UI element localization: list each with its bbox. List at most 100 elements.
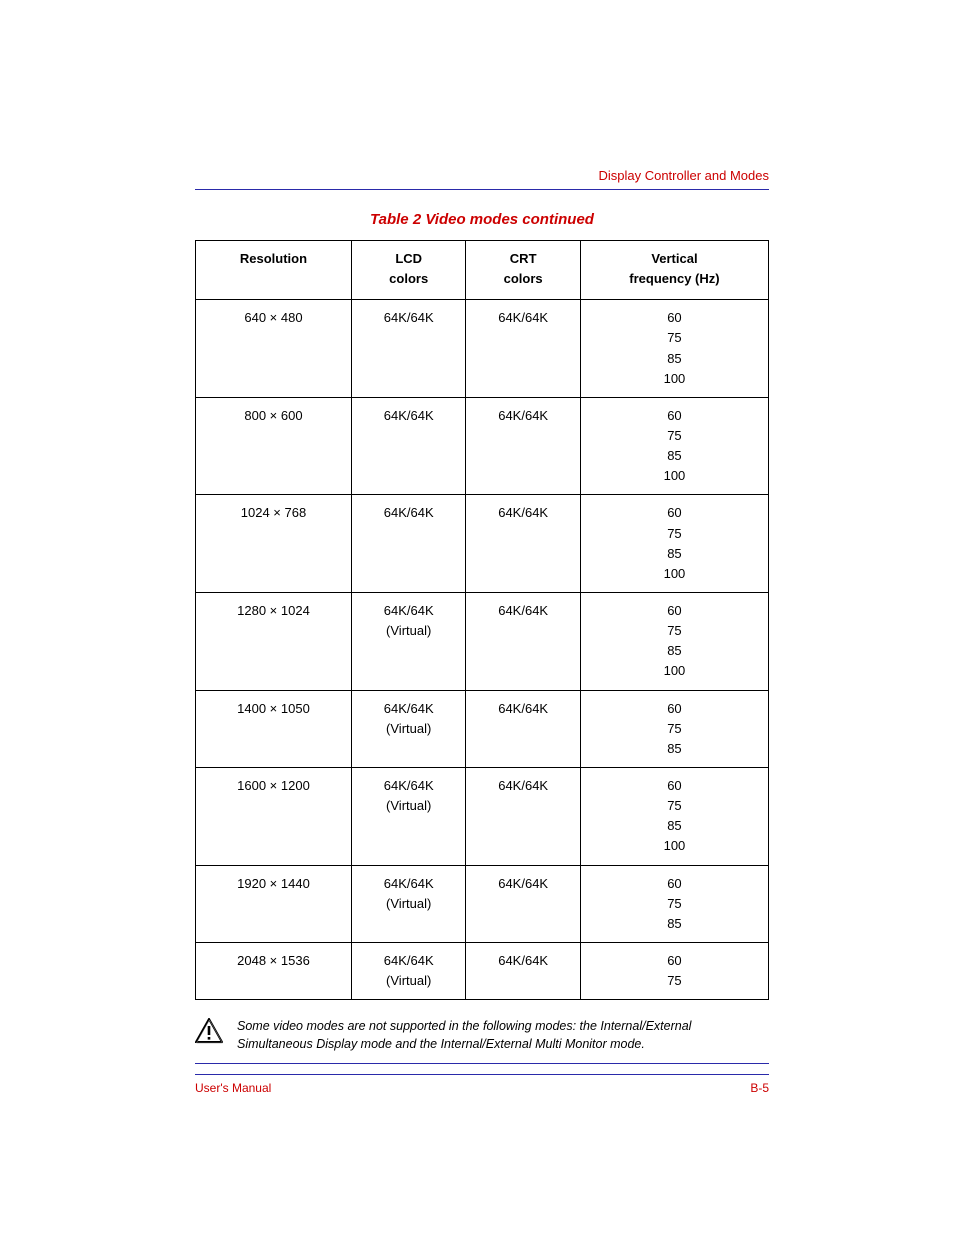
cell-line: 800 × 600 bbox=[202, 406, 345, 426]
cell-line: 85 bbox=[587, 816, 762, 836]
header-cell-line: Resolution bbox=[202, 249, 345, 269]
cell-line: 75 bbox=[587, 796, 762, 816]
cell-line: 64K/64K bbox=[472, 308, 573, 328]
header-rule bbox=[195, 189, 769, 190]
header-cell-line: LCD bbox=[358, 249, 459, 269]
cell-crt: 64K/64K bbox=[466, 690, 580, 767]
cell-line: 75 bbox=[587, 621, 762, 641]
cell-line: 64K/64K bbox=[358, 601, 459, 621]
cell-line: 64K/64K bbox=[358, 308, 459, 328]
cell-resolution: 1024 × 768 bbox=[196, 495, 352, 593]
table-row: 1400 × 105064K/64K(Virtual)64K/64K607585 bbox=[196, 690, 769, 767]
header-cell-line: CRT bbox=[472, 249, 573, 269]
cell-line: 640 × 480 bbox=[202, 308, 345, 328]
cell-resolution: 800 × 600 bbox=[196, 397, 352, 495]
cell-resolution: 1280 × 1024 bbox=[196, 592, 352, 690]
cell-lcd: 64K/64K bbox=[351, 397, 465, 495]
cell-line: 64K/64K bbox=[358, 406, 459, 426]
document-page: Display Controller and Modes Table 2 Vid… bbox=[0, 0, 954, 1235]
header-cell-line: frequency (Hz) bbox=[587, 269, 762, 289]
cell-line: (Virtual) bbox=[358, 971, 459, 991]
col-resolution: Resolution bbox=[196, 241, 352, 300]
cell-line: 75 bbox=[587, 971, 762, 991]
cell-resolution: 1920 × 1440 bbox=[196, 865, 352, 942]
cell-resolution: 1600 × 1200 bbox=[196, 767, 352, 865]
cell-line: 2048 × 1536 bbox=[202, 951, 345, 971]
footer-left: User's Manual bbox=[195, 1081, 271, 1095]
cell-resolution: 640 × 480 bbox=[196, 300, 352, 398]
cell-freq: 607585100 bbox=[580, 495, 768, 593]
cell-line: 85 bbox=[587, 544, 762, 564]
cell-line: 64K/64K bbox=[358, 776, 459, 796]
cell-lcd: 64K/64K(Virtual) bbox=[351, 592, 465, 690]
cell-freq: 6075 bbox=[580, 942, 768, 999]
cell-line: 75 bbox=[587, 328, 762, 348]
cell-line: 85 bbox=[587, 349, 762, 369]
col-lcd: LCDcolors bbox=[351, 241, 465, 300]
cell-freq: 607585 bbox=[580, 690, 768, 767]
cell-line: 60 bbox=[587, 503, 762, 523]
cell-line: 64K/64K bbox=[358, 503, 459, 523]
video-modes-table: Resolution LCDcolors CRTcolors Verticalf… bbox=[195, 240, 769, 1000]
warning-icon bbox=[195, 1018, 223, 1044]
cell-line: 85 bbox=[587, 914, 762, 934]
cell-line: 100 bbox=[587, 466, 762, 486]
cell-crt: 64K/64K bbox=[466, 397, 580, 495]
note-block: Some video modes are not supported in th… bbox=[195, 1018, 769, 1064]
cell-lcd: 64K/64K(Virtual) bbox=[351, 942, 465, 999]
cell-line: 64K/64K bbox=[472, 874, 573, 894]
footer-line: User's Manual B-5 bbox=[195, 1081, 769, 1095]
section-title: Display Controller and Modes bbox=[195, 168, 769, 183]
cell-line: 60 bbox=[587, 699, 762, 719]
cell-line: 75 bbox=[587, 426, 762, 446]
cell-line: (Virtual) bbox=[358, 796, 459, 816]
page-footer: User's Manual B-5 bbox=[195, 1074, 769, 1095]
cell-line: 60 bbox=[587, 406, 762, 426]
cell-line: 1024 × 768 bbox=[202, 503, 345, 523]
cell-line: 64K/64K bbox=[472, 406, 573, 426]
table-body: 640 × 48064K/64K64K/64K607585100800 × 60… bbox=[196, 300, 769, 1000]
cell-line: 60 bbox=[587, 601, 762, 621]
footer-rule bbox=[195, 1074, 769, 1075]
cell-line: 100 bbox=[587, 564, 762, 584]
cell-lcd: 64K/64K bbox=[351, 495, 465, 593]
col-freq: Verticalfrequency (Hz) bbox=[580, 241, 768, 300]
cell-crt: 64K/64K bbox=[466, 495, 580, 593]
page-header: Display Controller and Modes bbox=[195, 168, 769, 190]
header-cell-line: colors bbox=[358, 269, 459, 289]
cell-lcd: 64K/64K bbox=[351, 300, 465, 398]
table-row: 1280 × 102464K/64K(Virtual)64K/64K607585… bbox=[196, 592, 769, 690]
cell-resolution: 2048 × 1536 bbox=[196, 942, 352, 999]
cell-line: 60 bbox=[587, 776, 762, 796]
cell-line: 64K/64K bbox=[472, 776, 573, 796]
cell-crt: 64K/64K bbox=[466, 592, 580, 690]
cell-line: 64K/64K bbox=[472, 601, 573, 621]
cell-crt: 64K/64K bbox=[466, 942, 580, 999]
cell-line: 64K/64K bbox=[358, 874, 459, 894]
cell-line: 64K/64K bbox=[472, 503, 573, 523]
cell-freq: 607585100 bbox=[580, 300, 768, 398]
cell-line: 64K/64K bbox=[358, 699, 459, 719]
cell-resolution: 1400 × 1050 bbox=[196, 690, 352, 767]
cell-line: 85 bbox=[587, 641, 762, 661]
table-row: 2048 × 153664K/64K(Virtual)64K/64K6075 bbox=[196, 942, 769, 999]
table-row: 800 × 600 64K/64K 64K/64K 607585100 bbox=[196, 397, 769, 495]
table-row: 640 × 480 64K/64K 64K/64K 607585100 bbox=[196, 300, 769, 398]
cell-line: 64K/64K bbox=[358, 951, 459, 971]
cell-line: 60 bbox=[587, 951, 762, 971]
cell-line: 60 bbox=[587, 308, 762, 328]
header-cell-line: colors bbox=[472, 269, 573, 289]
cell-line: (Virtual) bbox=[358, 894, 459, 914]
cell-line: 75 bbox=[587, 894, 762, 914]
cell-freq: 607585100 bbox=[580, 397, 768, 495]
cell-line: (Virtual) bbox=[358, 719, 459, 739]
cell-line: 100 bbox=[587, 836, 762, 856]
cell-line: 1920 × 1440 bbox=[202, 874, 345, 894]
cell-crt: 64K/64K bbox=[466, 300, 580, 398]
cell-line: 64K/64K bbox=[472, 951, 573, 971]
cell-crt: 64K/64K bbox=[466, 767, 580, 865]
table-caption: Table 2 Video modes continued bbox=[195, 211, 769, 228]
cell-line: 1400 × 1050 bbox=[202, 699, 345, 719]
cell-line: (Virtual) bbox=[358, 621, 459, 641]
table-row: 1600 × 120064K/64K(Virtual)64K/64K607585… bbox=[196, 767, 769, 865]
